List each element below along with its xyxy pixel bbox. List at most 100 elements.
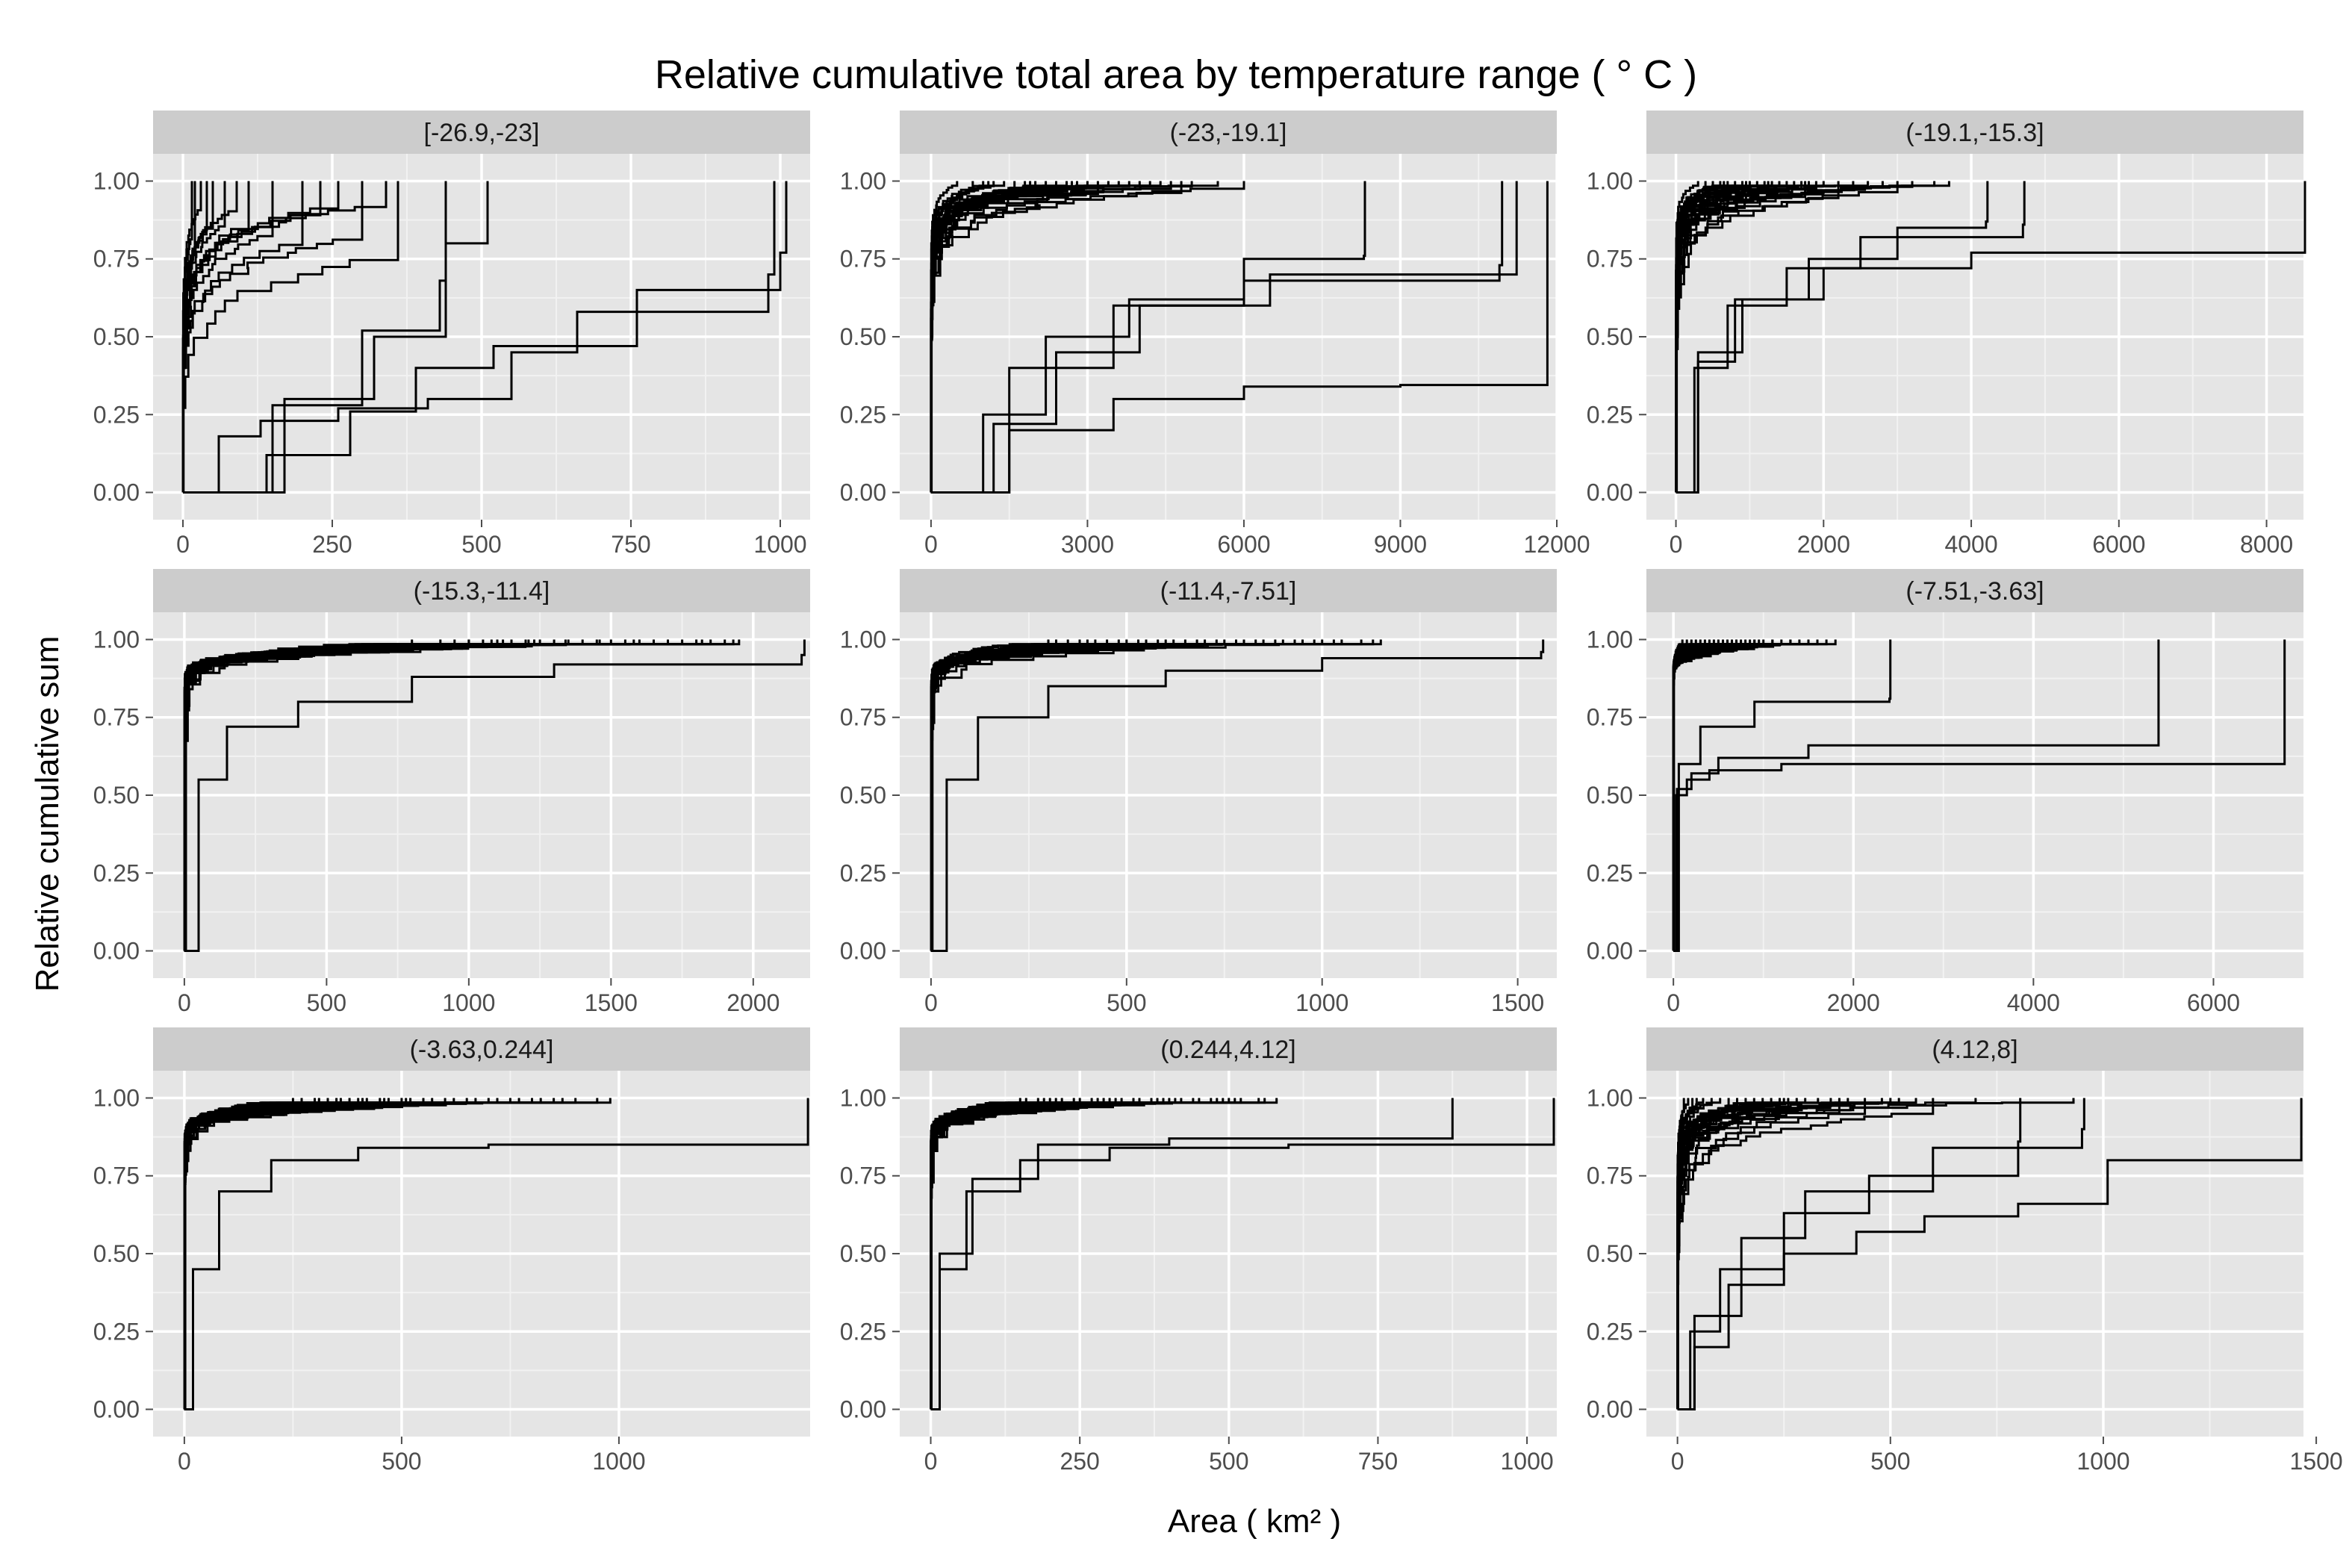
series-line: [184, 639, 806, 952]
series-line: [1676, 1098, 1785, 1410]
y-tick-label: 0.25: [1587, 859, 1633, 886]
x-tick-label: 750: [611, 531, 650, 558]
facet-panel: (4.12,8] 0 500 1000 1500 0.00 0.25 0.50 0.75 1.00: [1587, 1027, 2343, 1475]
series-line: [930, 639, 1545, 952]
series-line: [930, 1098, 1454, 1410]
series-line: [930, 1098, 1266, 1410]
y-tick-label: 1.00: [840, 626, 886, 653]
y-tick-label: 0.25: [1587, 1318, 1633, 1345]
x-tick-label: 12000: [1524, 531, 1590, 558]
y-tick-label: 1.00: [93, 167, 140, 194]
facet-strip-label: (-15.3,-11.4]: [414, 577, 550, 606]
series-line: [1675, 181, 1807, 494]
y-tick-label: 0.50: [840, 323, 886, 350]
facet-strip: [153, 111, 810, 154]
facet-strip-label: (-7.51,-3.63]: [1905, 577, 2044, 606]
y-tick-label: 0.75: [1587, 704, 1633, 731]
x-tick-label: 0: [924, 531, 938, 558]
series-line: [1673, 639, 1774, 952]
y-tick-label: 0.75: [840, 1163, 886, 1189]
series-line: [183, 639, 530, 952]
series-line: [1673, 639, 2160, 952]
series-line: [1676, 1098, 1892, 1410]
facet-panel: (-3.63,0.244] 0 500 1000 0.00 0.25 0.50 0.75 1.0…: [93, 1027, 810, 1475]
y-tick-label: 0.00: [93, 938, 140, 965]
series-line: [183, 181, 788, 494]
x-tick-label: 2000: [727, 989, 780, 1016]
x-tick-label: 500: [1209, 1448, 1248, 1475]
y-tick-label: 0.00: [840, 938, 886, 965]
series-line: [183, 181, 447, 494]
y-tick-label: 0.25: [840, 859, 886, 886]
series-line: [930, 181, 1366, 494]
facet-strip: [153, 569, 810, 612]
x-tick-label: 1500: [2290, 1448, 2343, 1475]
series-line: [181, 181, 364, 494]
y-tick-label: 0.50: [93, 782, 140, 809]
y-tick-label: 0.00: [1587, 938, 1633, 965]
facet-panel: (-23,-19.1] 0 3000 6000 9000 12000 0.00 0.25 0.5…: [840, 111, 1590, 558]
y-tick-label: 1.00: [1587, 167, 1633, 194]
facet-strip: [900, 111, 1557, 154]
facet-strip: [900, 1027, 1557, 1071]
series-line: [1677, 1098, 2022, 1410]
series-line: [181, 181, 388, 494]
x-tick-label: 8000: [2240, 531, 2293, 558]
x-tick-label: 4000: [2007, 989, 2060, 1016]
series-line: [930, 181, 1504, 494]
series-line: [930, 1098, 1555, 1410]
x-tick-label: 3000: [1061, 531, 1114, 558]
y-tick-label: 0.25: [1587, 401, 1633, 428]
y-tick-label: 0.75: [93, 704, 140, 731]
series-line: [930, 181, 1518, 494]
x-tick-label: 500: [1870, 1448, 1910, 1475]
x-tick-label: 1000: [1295, 989, 1348, 1016]
y-tick-label: 0.50: [840, 782, 886, 809]
facet-panel: (-15.3,-11.4] 0 500 1000 1500 2000 0.00 0.25 0.5…: [93, 569, 810, 1016]
x-tick-label: 2000: [1797, 531, 1850, 558]
y-tick-label: 0.75: [1587, 246, 1633, 273]
facet-strip: [1646, 111, 2303, 154]
facet-strip-label: (4.12,8]: [1932, 1036, 2017, 1064]
y-tick-label: 0.25: [93, 401, 140, 428]
y-tick-label: 0.50: [1587, 323, 1633, 350]
y-tick-label: 0.00: [840, 479, 886, 506]
facet-strip-label: (-11.4,-7.51]: [1160, 577, 1297, 606]
y-tick-label: 0.25: [840, 401, 886, 428]
y-tick-label: 0.00: [93, 1396, 140, 1423]
series-line: [181, 181, 238, 493]
facet-panel: [-26.9,-23] 0 250 500 750 1000 0.00 0.25 0.50 0.7…: [93, 111, 810, 558]
x-tick-label: 0: [178, 1448, 191, 1475]
y-tick-label: 0.00: [1587, 1396, 1633, 1423]
x-tick-label: 1000: [442, 989, 495, 1016]
x-tick-label: 1000: [2076, 1448, 2129, 1475]
series-line: [930, 181, 1073, 494]
y-tick-label: 1.00: [1587, 1084, 1633, 1111]
series-line: [1675, 181, 1770, 494]
x-tick-label: 0: [176, 531, 190, 558]
series-line: [1676, 181, 1989, 494]
facet-strip-label: (-3.63,0.244]: [410, 1036, 554, 1064]
x-tick-label: 500: [1107, 989, 1146, 1016]
facet-strip-label: (-23,-19.1]: [1170, 119, 1287, 147]
y-tick-label: 1.00: [840, 1084, 886, 1111]
series-line: [1676, 1098, 2075, 1410]
series-line: [1677, 1098, 2303, 1410]
y-tick-label: 1.00: [93, 1084, 140, 1111]
x-tick-label: 250: [1060, 1448, 1099, 1475]
series-line: [1675, 181, 1899, 494]
facet-panel: (0.244,4.12] 0 250 500 750 1000 0.00 0.25 0.50 0.…: [840, 1027, 1557, 1475]
facet-grid: [-26.9,-23] 0 250 500 750 1000 0.00 0.25 0.50 0.7…: [93, 111, 2343, 1475]
y-tick-label: 0.00: [1587, 479, 1633, 506]
facet-strip: [153, 1027, 810, 1071]
x-tick-label: 500: [382, 1448, 421, 1475]
series-line: [183, 639, 735, 952]
x-tick-label: 6000: [2187, 989, 2240, 1016]
series-line: [184, 1098, 408, 1410]
x-tick-label: 250: [312, 531, 352, 558]
series-line: [930, 639, 1375, 952]
x-tick-label: 0: [1667, 989, 1680, 1016]
series-line: [930, 1098, 1057, 1410]
y-tick-label: 0.00: [840, 1396, 886, 1423]
